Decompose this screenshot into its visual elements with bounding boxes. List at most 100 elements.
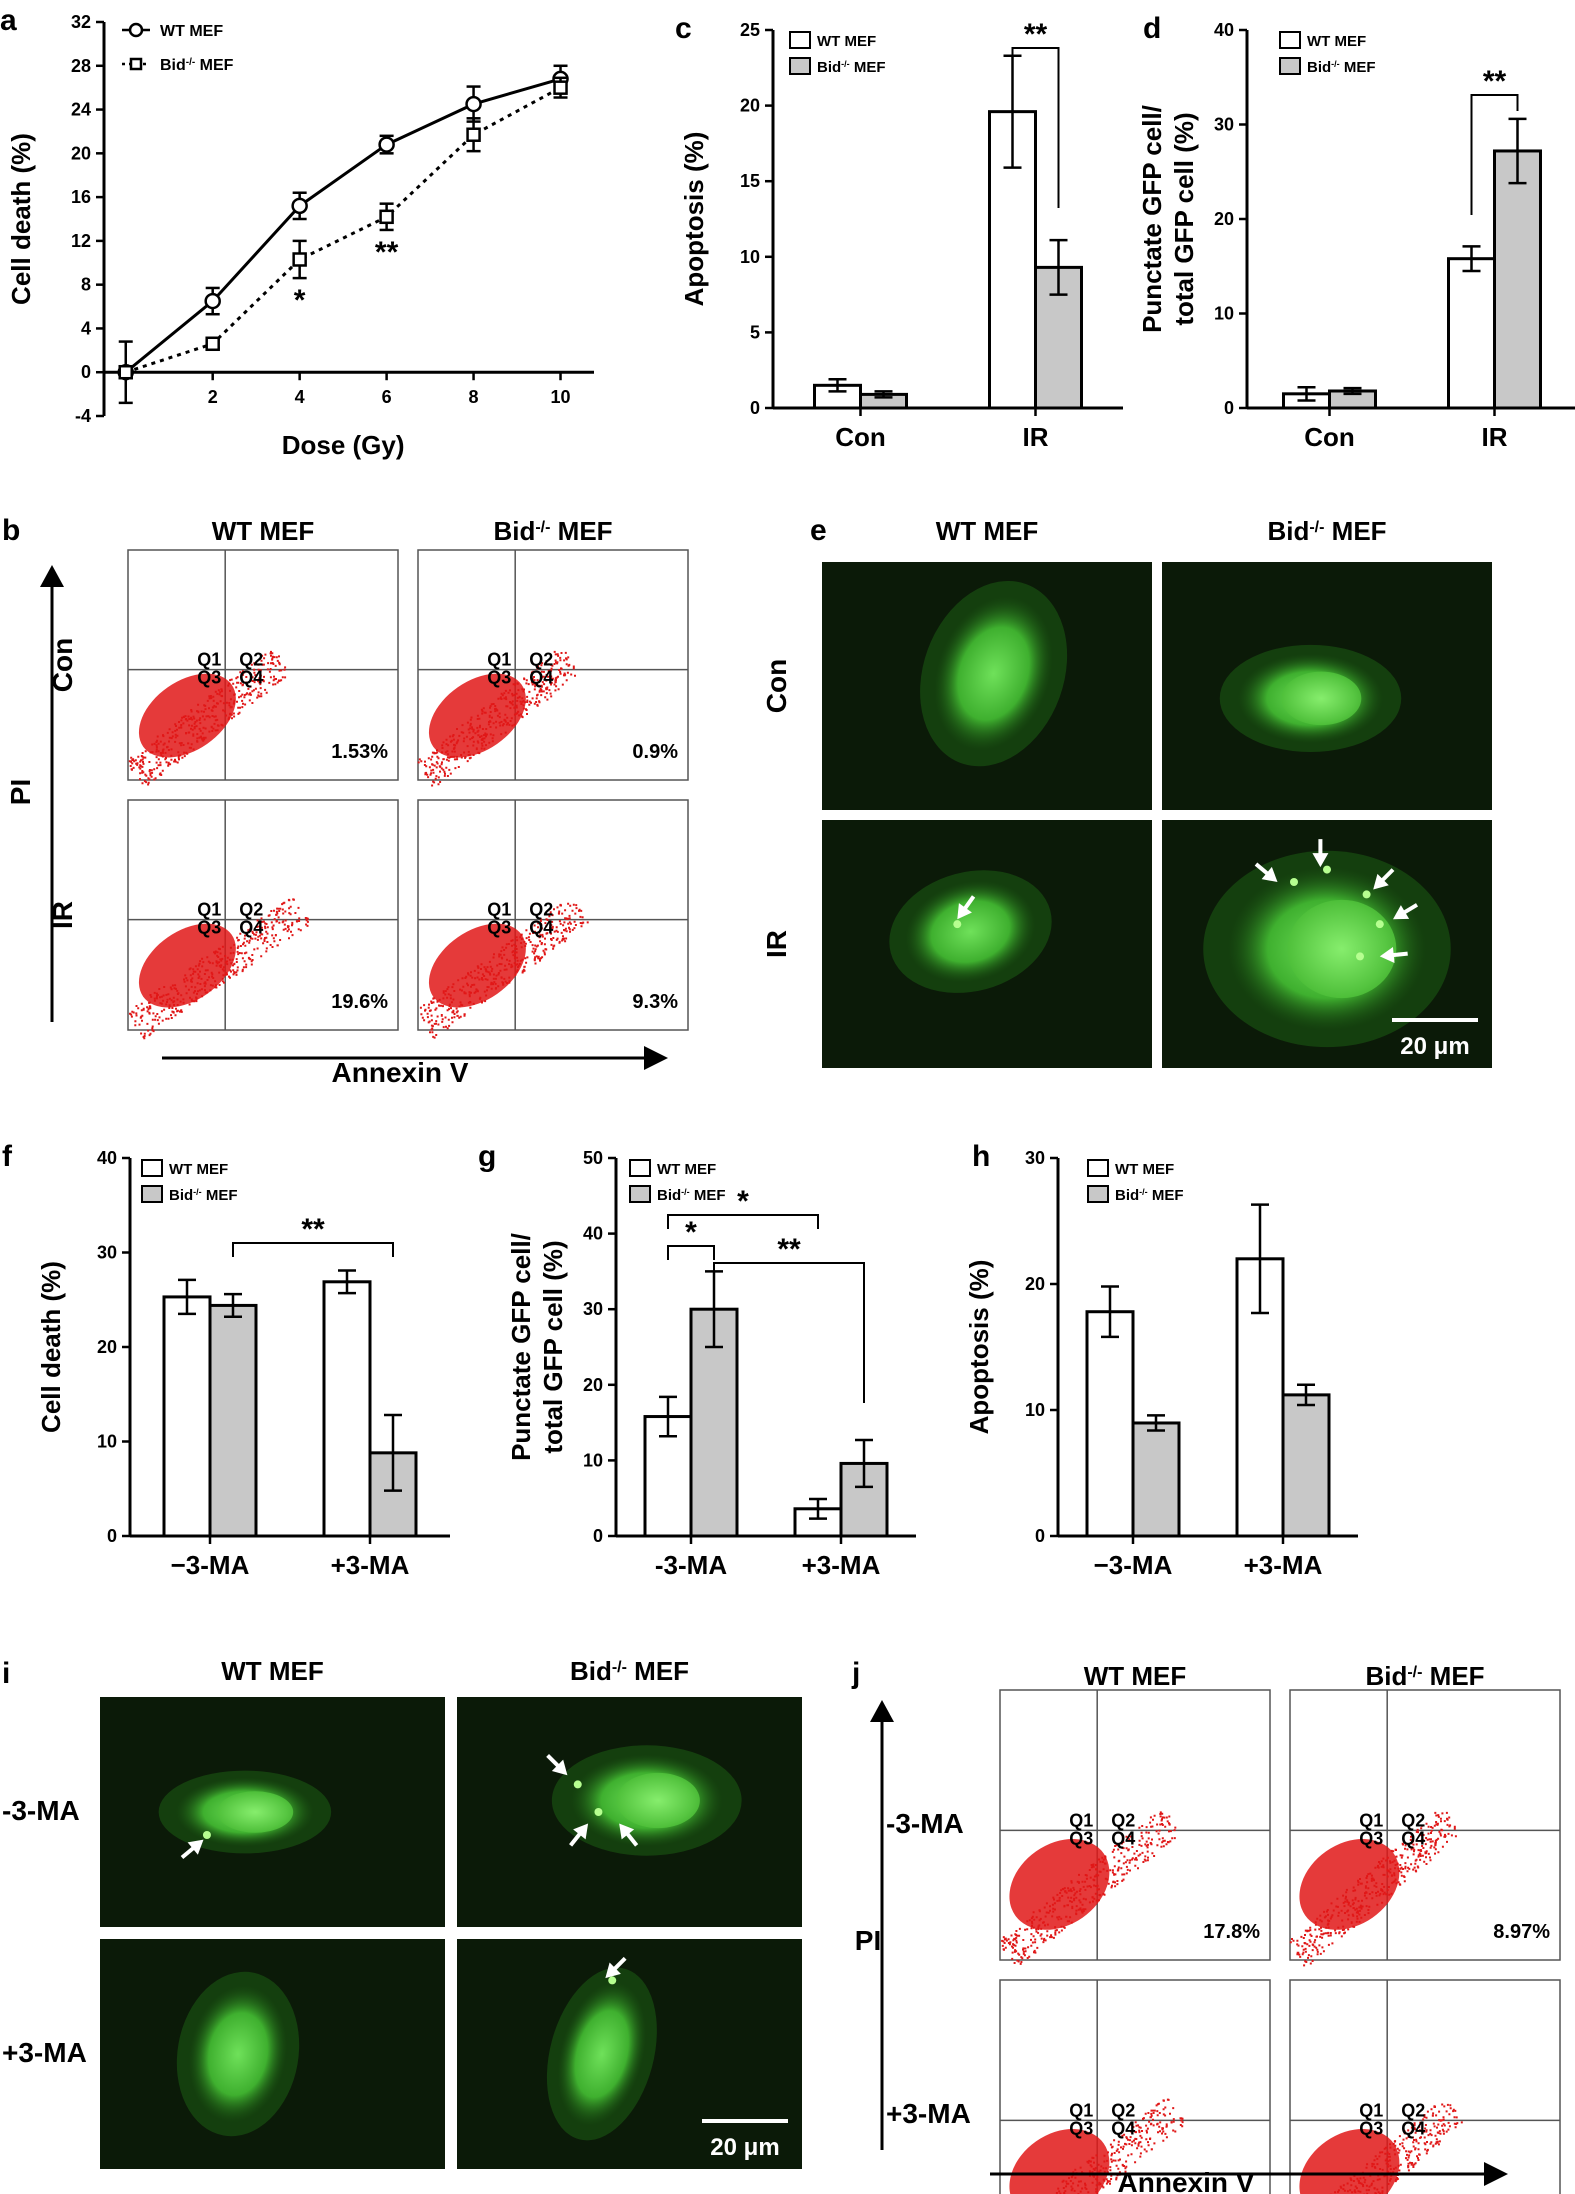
y-axis-title: PI <box>855 1925 881 1956</box>
legend-swatch <box>1279 57 1301 75</box>
panel-label-d: d <box>1143 12 1161 45</box>
data-point <box>292 252 307 267</box>
quadrant-label: Q1 <box>487 650 511 670</box>
quadrant-label: Q3 <box>1359 2118 1383 2138</box>
quadrant-label: Q2 <box>239 650 263 670</box>
scale-bar-label: 20 μm <box>1400 1033 1469 1060</box>
cell-body <box>934 596 1053 751</box>
chart-f: 0 10 20 30 40 f Cell death (%) −3-MA +3-MA WT MEF… <box>2 1140 450 1580</box>
micrograph <box>457 1939 802 2169</box>
y-tick-label: 20 <box>740 96 760 116</box>
x-axis-title: Dose (Gy) <box>282 430 405 460</box>
series-line <box>124 77 561 374</box>
row-label: -3-MA <box>2 1795 80 1826</box>
significance-mark: ** <box>1483 65 1507 98</box>
column-header: WT MEF <box>212 516 315 546</box>
legend-swatch <box>1087 1185 1109 1203</box>
bar <box>1447 257 1496 410</box>
quadrant-label: Q2 <box>1401 2100 1425 2120</box>
percentage-label: 17.8% <box>1203 1921 1260 1943</box>
panel-label-e: e <box>810 514 827 547</box>
cell-nucleus <box>1287 899 1397 999</box>
event-dense-core <box>138 923 236 1008</box>
data-point <box>465 95 482 113</box>
micrograph <box>100 1697 445 1927</box>
legend-swatch <box>141 1159 163 1177</box>
quadrant-label: Q3 <box>197 918 221 938</box>
y-tick-label: 0 <box>750 398 760 418</box>
y-tick-label: 12 <box>71 231 91 251</box>
y-tick-label: 15 <box>740 171 760 191</box>
y-tick-label: 0 <box>81 362 91 382</box>
panel-label-j: j <box>851 1657 860 1690</box>
quadrant-label: Q4 <box>239 668 263 688</box>
arrow-head <box>551 1759 568 1776</box>
data-point <box>466 127 481 142</box>
arrow-head <box>1379 947 1395 963</box>
panel-label-g: g <box>478 1140 496 1173</box>
arrow-head <box>573 1823 589 1840</box>
y-axis-title: Punctate GFP cell/total GFP cell (%) <box>506 1233 568 1461</box>
bar <box>368 1451 418 1538</box>
row-label: +3-MA <box>2 2037 87 2068</box>
y-arrow-head <box>870 1700 894 1722</box>
micrograph <box>822 562 1152 810</box>
flow-panel-j: j WT MEF Bid-/- MEF -3-MA +3-MA Q1 Q2 Q3 Q4 17.8%… <box>851 1657 1561 2194</box>
row-label: -3-MA <box>886 1808 964 1839</box>
legend-label: Bid-/- MEF <box>817 59 886 76</box>
cell-nucleus <box>616 1772 700 1829</box>
event-cloud <box>1289 1811 1457 1967</box>
y-tick-label: 20 <box>1214 209 1234 229</box>
event-dense-core <box>428 923 526 1008</box>
legend-label: Bid-/- MEF <box>1115 1187 1184 1204</box>
quadrant-label: Q4 <box>1401 2118 1425 2138</box>
y-tick-label: 20 <box>583 1375 603 1395</box>
data-point <box>205 336 220 352</box>
y-axis-title: Cell death (%) <box>6 133 36 305</box>
percentage-label: 19.6% <box>331 991 388 1013</box>
legend-label: WT MEF <box>1307 33 1366 50</box>
x-tick-label: 8 <box>469 387 479 407</box>
bar <box>1085 1310 1135 1538</box>
flow-plot: Q1 Q2 Q3 Q4 8.97% <box>1289 1689 1561 1967</box>
x-tick-label: −3-MA <box>1094 1550 1173 1580</box>
x-tick-label: Con <box>835 422 886 452</box>
punctum <box>594 1808 603 1816</box>
y-tick-label: 20 <box>97 1337 117 1357</box>
panel-label-c: c <box>675 12 692 45</box>
bar <box>1493 149 1542 410</box>
event-dense-core <box>138 673 236 758</box>
arrow-head <box>605 1962 621 1979</box>
legend-label: WT MEF <box>169 1161 228 1178</box>
bar <box>1131 1421 1181 1538</box>
x-tick-label: 10 <box>551 387 571 407</box>
y-tick-label: 20 <box>1025 1274 1045 1294</box>
cell-body <box>905 880 1036 983</box>
bar <box>322 1280 372 1538</box>
arrow-head <box>1393 905 1410 920</box>
significance-bracket <box>713 1262 865 1403</box>
micrograph <box>100 1939 445 2169</box>
legend-swatch <box>629 1159 651 1177</box>
data-point <box>378 136 395 153</box>
y-tick-label: 0 <box>593 1526 603 1546</box>
column-header: WT MEF <box>221 1656 324 1686</box>
significance-bracket <box>1470 94 1519 215</box>
panel-label-i: i <box>2 1657 10 1690</box>
x-tick-label: 4 <box>295 387 305 407</box>
quadrant-label: Q2 <box>529 900 553 920</box>
significance-bracket <box>232 1242 394 1257</box>
x-tick-label: -3-MA <box>655 1550 727 1580</box>
percentage-label: 0.9% <box>632 741 678 763</box>
quadrant-label: Q4 <box>239 918 263 938</box>
column-header: Bid-/- MEF <box>570 1656 689 1686</box>
event-dense-core <box>1299 1839 1400 1930</box>
arrow-head <box>619 1823 635 1840</box>
micrograph <box>457 1697 802 1927</box>
x-tick-label: IR <box>1023 422 1049 452</box>
legend-swatch <box>141 1185 163 1203</box>
quadrant-label: Q3 <box>1069 1828 1093 1848</box>
quadrant-label: Q1 <box>1069 1810 1093 1830</box>
significance-mark: ** <box>301 1213 325 1246</box>
